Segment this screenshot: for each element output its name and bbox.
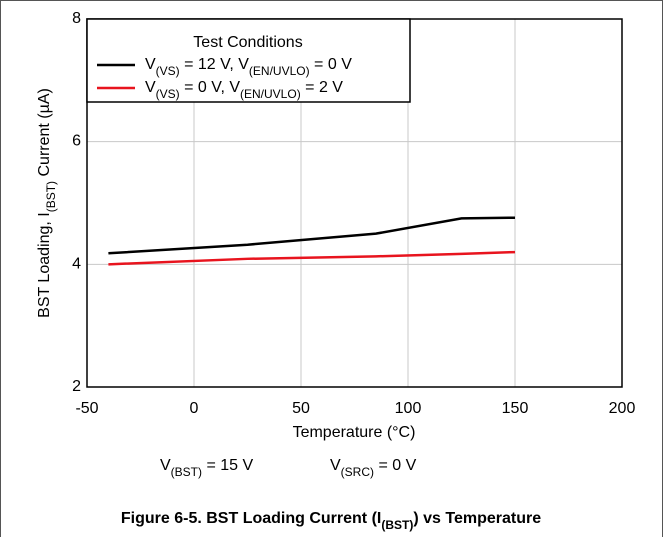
y-axis-label: BST Loading, I(BST) Current (µA)	[36, 88, 58, 318]
series-line	[108, 216, 516, 255]
series-line	[108, 250, 516, 266]
legend	[86, 18, 411, 103]
legend-label: V(VS) = 12 V, V(EN/UVLO) = 0 V	[145, 56, 352, 78]
x-tick-label: 150	[502, 400, 529, 417]
y-tick-label: 8	[72, 10, 81, 27]
x-tick-label: -50	[75, 400, 98, 417]
y-tick-label: 6	[72, 133, 81, 150]
annotation: V(BST) = 15 V	[160, 457, 253, 479]
caption: Figure 6-5. BST Loading Current (I(BST))…	[121, 510, 541, 532]
y-tick-label: 4	[72, 256, 81, 273]
y-tick-label: 2	[72, 378, 81, 395]
x-tick-label: 0	[190, 400, 199, 417]
x-axis-label: Temperature (°C)	[293, 424, 416, 441]
x-tick-label: 200	[609, 400, 636, 417]
x-tick-label: 100	[395, 400, 422, 417]
legend-label: V(VS) = 0 V, V(EN/UVLO) = 2 V	[145, 79, 343, 101]
x-tick-label: 50	[292, 400, 310, 417]
annotation: V(SRC) = 0 V	[330, 457, 417, 479]
legend-title: Test Conditions	[193, 34, 302, 51]
